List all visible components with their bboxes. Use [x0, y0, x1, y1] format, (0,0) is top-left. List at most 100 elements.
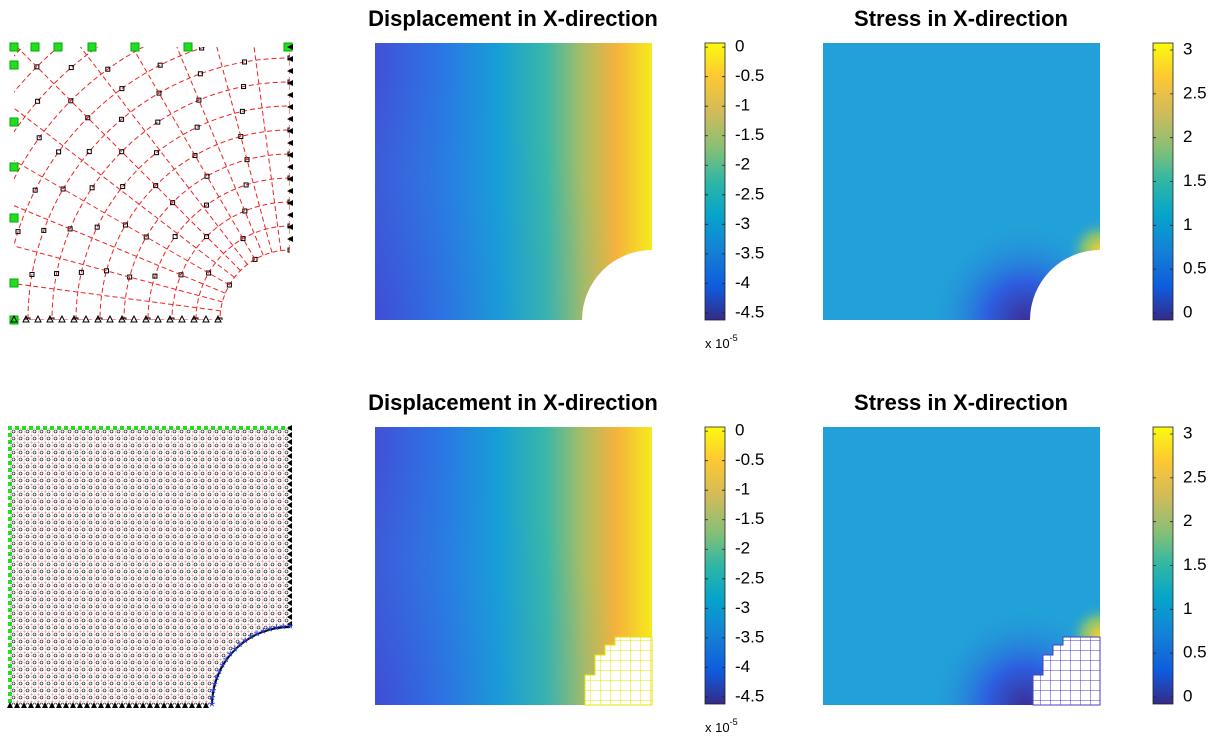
- colorbar-tick-label: 0: [735, 421, 744, 440]
- mesh-node: [94, 224, 100, 230]
- mesh-node: [67, 226, 73, 232]
- colorbar-tick-label: 2.5: [1183, 467, 1207, 486]
- boundary-node: [211, 426, 215, 430]
- support-node: [106, 314, 114, 323]
- mesh-node: [122, 222, 128, 228]
- boundary-node: [8, 531, 12, 535]
- mesh-node: [217, 317, 223, 320]
- boundary-node: [134, 426, 138, 430]
- boundary-node: [8, 433, 12, 437]
- mesh-node: [68, 98, 74, 104]
- mesh-asterisk: *: [232, 644, 238, 661]
- boundary-node: [8, 503, 12, 507]
- support-node: [118, 314, 126, 323]
- boundary-node: [218, 426, 222, 430]
- support-node: [84, 702, 90, 708]
- support-node: [287, 80, 293, 86]
- support-node: [130, 314, 138, 323]
- boundary-node: [8, 685, 12, 689]
- support-node: [82, 314, 90, 323]
- boundary-node: [8, 566, 12, 570]
- colorbar-multiplier: x 10-5: [705, 717, 738, 735]
- boundary-node: [169, 426, 173, 430]
- mesh-node: [178, 272, 184, 278]
- colorbar-tick-label: -2.5: [735, 184, 764, 203]
- colorbar-tick-label: -3: [735, 214, 750, 233]
- support-node: [10, 314, 18, 323]
- mesh-node: [15, 229, 21, 235]
- boundary-node: [176, 426, 180, 430]
- colorbar-tick-label: 1: [1183, 599, 1192, 618]
- colorbar-tick-label: 2: [1183, 127, 1192, 146]
- boundary-node: [85, 426, 89, 430]
- boundary-node: [9, 117, 19, 127]
- support-node: [287, 224, 293, 230]
- boundary-node: [8, 559, 12, 563]
- colorbar-tick-label: 0: [735, 37, 744, 56]
- support-node: [287, 68, 293, 74]
- boundary-node: [8, 622, 12, 626]
- colorbar-tick-label: -2: [735, 539, 750, 558]
- mesh-node: [119, 86, 125, 92]
- mesh-node: [204, 234, 210, 240]
- boundary-node: [127, 426, 131, 430]
- boundary-node: [8, 510, 12, 514]
- colorbar-tick-label: -3.5: [735, 243, 764, 262]
- support-node: [34, 314, 42, 323]
- mesh-node: [287, 175, 290, 181]
- boundary-node: [8, 461, 12, 465]
- boundary-node: [29, 426, 33, 430]
- support-node: [28, 702, 34, 708]
- mesh-node: [41, 227, 47, 233]
- boundary-node: [8, 545, 12, 549]
- mesh-node: [243, 182, 249, 188]
- mesh-node: [78, 269, 84, 275]
- support-node: [287, 586, 292, 592]
- support-node: [287, 530, 292, 536]
- mesh-asterisk: *: [209, 699, 215, 716]
- mesh-node: [242, 208, 248, 214]
- support-node: [287, 200, 293, 206]
- boundary-node: [162, 426, 166, 430]
- boundary-node: [260, 426, 264, 430]
- mesh-node: [119, 149, 125, 155]
- boundary-node: [225, 426, 229, 430]
- mesh-asterisk: *: [219, 660, 225, 677]
- mesh-node: [152, 273, 158, 279]
- boundary-node: [8, 538, 12, 542]
- support-node: [35, 702, 41, 708]
- support-node: [287, 128, 293, 134]
- mesh-asterisk: *: [227, 649, 233, 666]
- boundary-node: [239, 426, 243, 430]
- boundary-node: [183, 42, 193, 52]
- support-node: [175, 702, 181, 708]
- boundary-node: [8, 489, 12, 493]
- mesh-asterisk: *: [260, 626, 266, 643]
- mesh-top: [14, 47, 290, 320]
- boundary-node: [78, 426, 82, 430]
- field-stress-bottom: [823, 427, 1101, 706]
- mesh-node: [36, 135, 42, 141]
- support-node: [287, 502, 292, 508]
- support-node: [168, 702, 174, 708]
- support-node: [63, 702, 69, 708]
- support-node: [287, 607, 292, 613]
- colorbar-tick-label: 3: [1183, 423, 1192, 442]
- colorbar-tick-label: -1: [735, 96, 750, 115]
- boundary-node: [8, 426, 12, 430]
- mesh-node: [193, 317, 199, 320]
- support-node: [126, 702, 132, 708]
- boundary-node: [8, 664, 12, 668]
- mesh-node: [287, 127, 290, 133]
- boundary-node: [106, 426, 110, 430]
- mesh-asterisk: *: [209, 692, 215, 709]
- mesh-node: [239, 108, 245, 114]
- mesh-node: [204, 202, 210, 208]
- mesh-node: [120, 184, 126, 190]
- chart-title: Stress in X-direction: [854, 390, 1068, 415]
- support-node: [287, 425, 292, 431]
- field-displacement-top: [375, 43, 722, 390]
- boundary-node: [64, 426, 68, 430]
- boundary-node: [8, 440, 12, 444]
- boundary-node: [8, 524, 12, 528]
